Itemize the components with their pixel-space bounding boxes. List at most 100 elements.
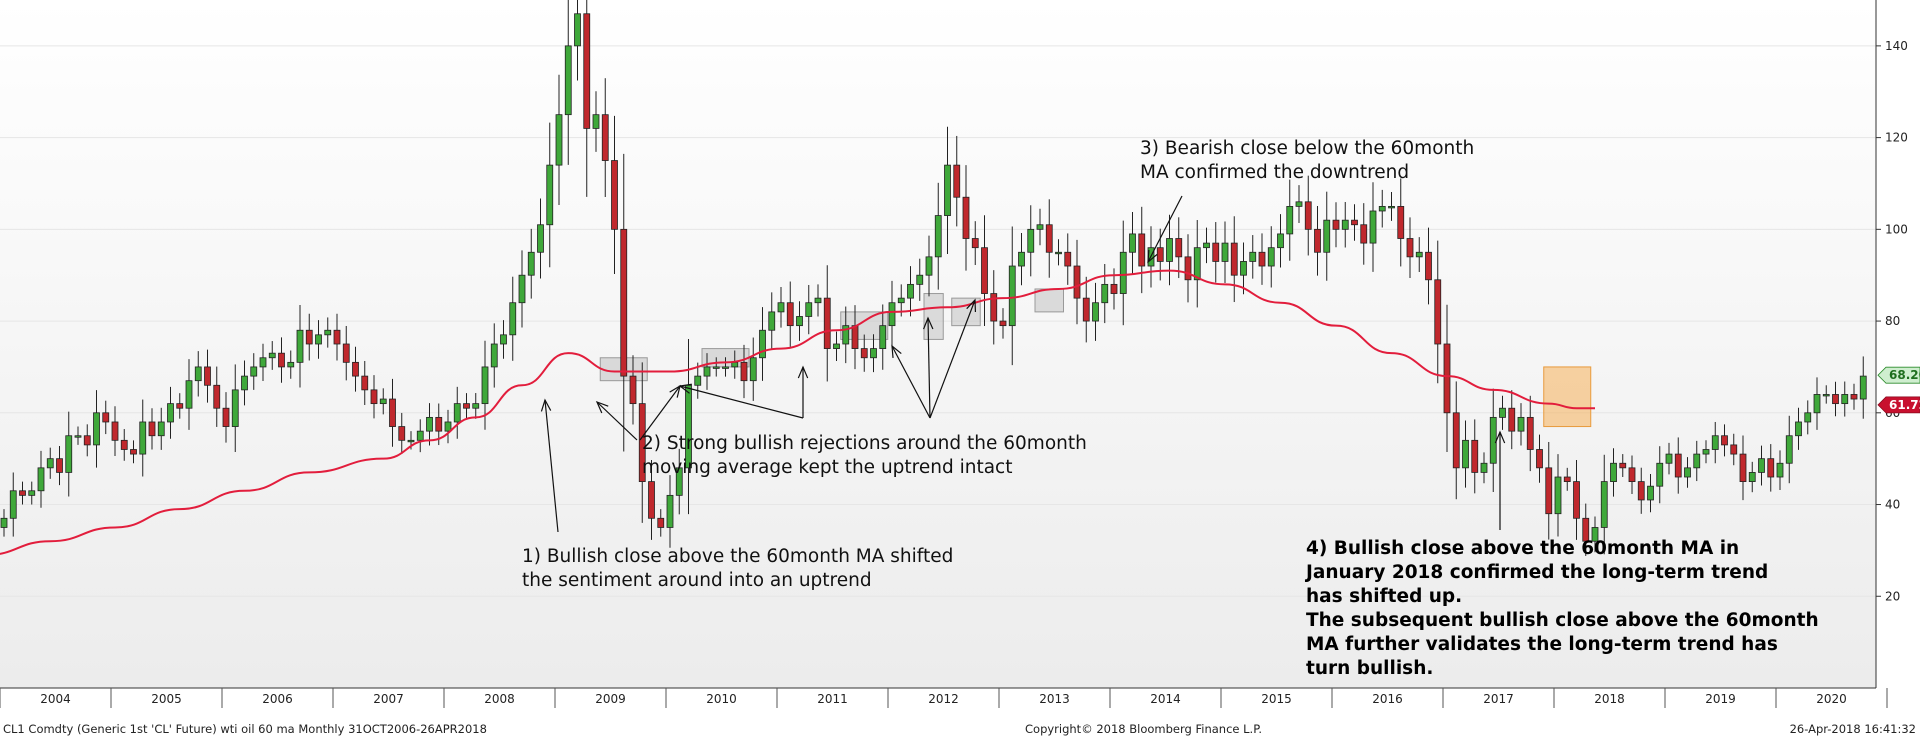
arrow-head — [922, 316, 934, 330]
candle-up — [1119, 251, 1127, 294]
annotation-4-line: January 2018 confirmed the long-term tre… — [1304, 562, 1768, 583]
candle-down — [1508, 407, 1516, 432]
candle-up — [444, 421, 452, 432]
candle-down — [83, 435, 91, 446]
candle-up — [268, 352, 276, 359]
candle-up — [1480, 462, 1488, 473]
x-tick-label: 2007 — [373, 692, 404, 706]
candle-up — [1702, 449, 1710, 455]
arrow-line — [927, 317, 931, 419]
candle-up — [592, 114, 600, 129]
annotation-1: 1) Bullish close above the 60month MA sh… — [522, 546, 959, 591]
x-tick-label: 2010 — [706, 692, 737, 706]
candle-down — [823, 297, 831, 349]
candle-up — [546, 164, 554, 226]
candle-up — [1517, 416, 1525, 432]
candle-down — [786, 302, 794, 327]
candle-up — [139, 421, 147, 455]
candle-down — [1360, 224, 1368, 244]
candle-up — [879, 325, 887, 349]
candle-up — [1369, 210, 1377, 244]
x-tick-label: 2008 — [484, 692, 515, 706]
candle-down — [1406, 238, 1414, 258]
candle-up — [1591, 527, 1599, 542]
candle-down — [148, 421, 156, 437]
candle-down — [1351, 219, 1358, 226]
annotation-4: 4) Bullish close above the 60month MA in… — [1304, 538, 1825, 679]
arrow-line — [544, 399, 559, 533]
candle-up — [759, 329, 766, 359]
candle-down — [860, 348, 868, 359]
arrow-line — [1147, 195, 1183, 263]
y-tick-label: 140 — [1885, 39, 1908, 53]
candle-down — [1526, 416, 1534, 450]
candle-down — [1443, 343, 1451, 414]
candle-up — [1055, 251, 1062, 255]
candle-up — [1776, 462, 1784, 478]
annotation-4-line: 4) Bullish close above the 60month MA in — [1306, 538, 1739, 559]
candle-down — [222, 407, 230, 427]
candle-up — [1323, 219, 1331, 253]
candle-up — [870, 348, 877, 359]
annotation-4-line: MA further validates the long-term trend… — [1306, 634, 1778, 655]
candle-down — [638, 403, 646, 483]
candle-up — [1277, 233, 1284, 249]
candle-up — [28, 490, 36, 496]
x-tick-label: 2014 — [1150, 692, 1181, 706]
candle-up — [722, 366, 729, 369]
candle-up — [574, 13, 581, 47]
candle-down — [1452, 412, 1460, 469]
candle-up — [527, 251, 535, 276]
candle-up — [490, 343, 498, 368]
candle-up — [0, 517, 8, 528]
candle-down — [648, 481, 655, 519]
arrow-head — [797, 365, 809, 379]
candle-up — [1240, 261, 1247, 276]
x-tick-label: 2015 — [1261, 692, 1292, 706]
candle-up — [685, 384, 692, 469]
candle-up — [1665, 453, 1673, 464]
candle-up — [250, 366, 258, 377]
candle-down — [389, 398, 396, 427]
x-tick-label: 2020 — [1816, 692, 1847, 706]
candle-down — [1536, 449, 1543, 469]
candle-down — [352, 361, 359, 377]
candle-down — [204, 366, 211, 386]
candle-down — [176, 403, 184, 409]
rejection-zone — [1034, 288, 1064, 313]
candle-down — [102, 412, 110, 423]
candle-up — [1841, 394, 1849, 405]
candle-up — [500, 334, 507, 345]
arrow-head — [891, 344, 902, 359]
candle-down — [56, 458, 63, 473]
candle-up — [1610, 462, 1617, 482]
candle-down — [333, 329, 341, 345]
candle-down — [583, 13, 591, 129]
candle-up — [1018, 251, 1025, 267]
y-tick-label: 40 — [1885, 498, 1900, 512]
candle-down — [629, 375, 637, 405]
candle-down — [1573, 481, 1580, 519]
candle-down — [1730, 444, 1738, 455]
annotation-3: 3) Bearish close below the 60month MA co… — [1140, 138, 1480, 183]
candle-down — [342, 343, 350, 363]
candle-up — [703, 366, 711, 377]
candle-up — [1785, 435, 1793, 464]
candle-down — [361, 375, 369, 391]
candle-down — [1304, 201, 1312, 230]
arrow-line — [596, 401, 638, 441]
candle-down — [1628, 467, 1636, 482]
candle-up — [1129, 233, 1136, 253]
candle-up — [315, 334, 322, 345]
candle-up — [1101, 283, 1109, 304]
candle-up — [426, 416, 433, 432]
candle-up — [1378, 205, 1386, 212]
candle-down — [19, 490, 26, 496]
candle-down — [620, 228, 628, 377]
candle-up — [1008, 265, 1016, 327]
candle-up — [555, 114, 563, 166]
annotation-3-line: MA confirmed the downtrend — [1140, 162, 1409, 183]
candle-up — [157, 421, 165, 437]
candle-up — [518, 274, 526, 304]
